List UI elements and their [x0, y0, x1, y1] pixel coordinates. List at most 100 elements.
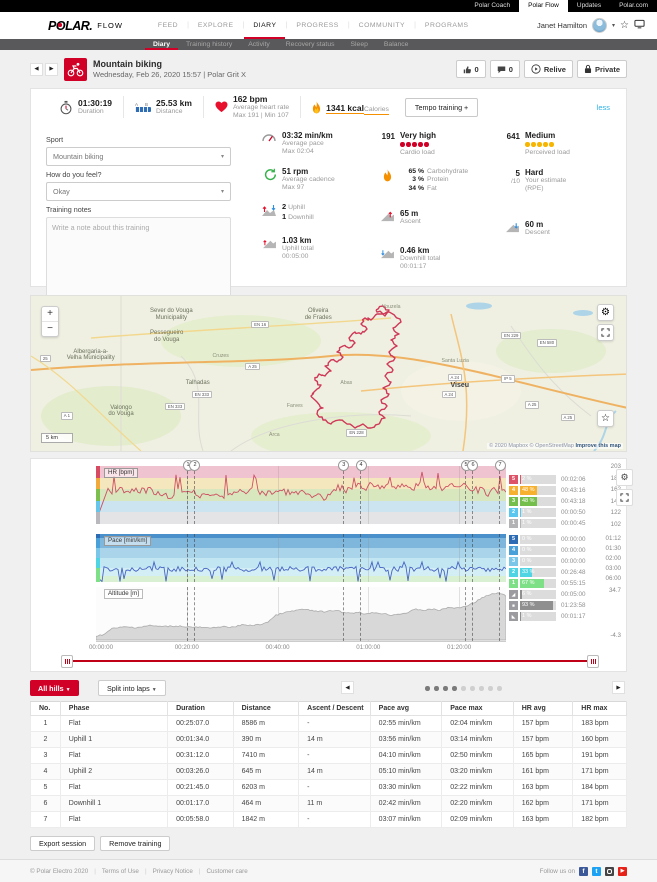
footer-links: |Terms of Use|Privacy Notice|Customer ca… — [88, 868, 248, 875]
cell-pace-max: 02:20 min/km — [442, 796, 514, 812]
sport-select[interactable]: Mountain biking▾ — [46, 147, 231, 166]
subnav-item-sleep[interactable]: Sleep — [343, 39, 376, 50]
subnav-item-activity[interactable]: Activity — [240, 39, 278, 50]
youtube-icon[interactable]: ▶ — [618, 867, 627, 876]
like-button[interactable]: 0 — [456, 60, 486, 78]
map-settings-button[interactable]: ⚙ — [597, 304, 614, 321]
road-badge-a-25: A 25 — [561, 414, 576, 422]
flame-icon — [312, 101, 321, 114]
nav-item-explore[interactable]: EXPLORE — [189, 12, 243, 39]
slider-handle-left[interactable] — [61, 655, 73, 668]
nav-item-feed[interactable]: FEED — [149, 12, 187, 39]
avatar[interactable] — [592, 18, 607, 33]
training-notes-input[interactable] — [46, 217, 231, 305]
pager-dot-2[interactable] — [434, 686, 439, 691]
cell-duration: 00:03:26.0 — [168, 764, 234, 780]
remove-training-button[interactable]: Remove training — [100, 836, 170, 851]
zone-chip: 5 — [509, 475, 518, 484]
pager-dot-8[interactable] — [488, 686, 493, 691]
user-name[interactable]: Janet Hamilton — [537, 21, 587, 30]
map-favorite-button[interactable]: ☆ — [597, 410, 614, 427]
zone-chip: 2 — [509, 568, 518, 577]
subnav-item-recovery-status[interactable]: Recovery status — [278, 39, 343, 50]
zone-strip — [96, 501, 100, 512]
altitude-chart[interactable]: Altitude [m] — [96, 587, 506, 642]
cell-duration: 00:01:17.0 — [168, 796, 234, 812]
instagram-icon[interactable] — [605, 867, 614, 876]
pager-dot-5[interactable] — [461, 686, 466, 691]
twitter-icon[interactable]: t — [592, 867, 601, 876]
slider-track[interactable] — [65, 660, 595, 662]
subnav-item-training-history[interactable]: Training history — [178, 39, 240, 50]
zone-strip — [96, 576, 100, 582]
topbar-link-polar-com[interactable]: Polar.com — [610, 0, 657, 12]
laps-next-button[interactable]: ▶ — [612, 681, 625, 694]
time-range-slider[interactable] — [61, 655, 599, 666]
less-link[interactable]: less — [597, 103, 616, 112]
pager-dot-1[interactable] — [425, 686, 430, 691]
pager-dot-3[interactable] — [443, 686, 448, 691]
zoom-in-button[interactable]: + — [42, 307, 58, 322]
topbar-link-polar-coach[interactable]: Polar Coach — [465, 0, 519, 12]
nav-item-diary[interactable]: DIARY — [244, 12, 285, 39]
pace-chart[interactable]: Pace [min/km] — [96, 534, 506, 582]
thumb-up-icon — [463, 65, 472, 74]
cell-no: 6 — [31, 796, 61, 812]
pager-dot-4[interactable] — [452, 686, 457, 691]
next-session-button[interactable]: ▶ — [45, 63, 58, 76]
facebook-icon[interactable]: f — [579, 867, 588, 876]
subnav-item-balance[interactable]: Balance — [376, 39, 417, 50]
improve-map-link[interactable]: Improve this map — [575, 443, 621, 449]
calories-stat[interactable]: 1341 kcalCalories — [312, 98, 389, 116]
slider-handle-right[interactable] — [587, 655, 599, 668]
lap-divider-line — [187, 587, 188, 641]
favorites-star-icon[interactable]: ☆ — [620, 21, 629, 31]
pager-dot-6[interactable] — [470, 686, 475, 691]
zone-time: 00:00:00 — [561, 557, 586, 566]
chevron-down-icon[interactable]: ▾ — [612, 22, 615, 29]
export-session-button[interactable]: Export session — [30, 836, 95, 851]
pager-dot-7[interactable] — [479, 686, 484, 691]
hr-chart[interactable]: HR [bpm] — [96, 466, 506, 524]
zoom-out-button[interactable]: − — [42, 322, 58, 336]
prev-session-button[interactable]: ◀ — [30, 63, 43, 76]
split-laps-button[interactable]: Split into laps ▼ — [98, 680, 166, 696]
laps-prev-button[interactable]: ◀ — [341, 681, 354, 694]
feel-select[interactable]: Okay▾ — [46, 182, 231, 201]
hills-filter-button[interactable]: All hills ▼ — [30, 680, 79, 696]
zone-bar: 33 % — [520, 568, 556, 577]
footer-link-privacy-notice[interactable]: Privacy Notice — [153, 868, 193, 875]
map-fullscreen-button[interactable] — [597, 324, 614, 341]
nav-item-programs[interactable]: PROGRAMS — [416, 12, 478, 39]
nav-item-community[interactable]: COMMUNITY — [350, 12, 414, 39]
relive-button[interactable]: Relive — [524, 60, 573, 78]
training-target-button[interactable]: Tempo training + — [405, 98, 478, 117]
uphill-icon — [261, 236, 277, 261]
private-button[interactable]: Private — [577, 60, 627, 78]
nav-item-progress[interactable]: PROGRESS — [287, 12, 348, 39]
zone-time: 00:43:16 — [561, 486, 586, 495]
topbar-link-updates[interactable]: Updates — [568, 0, 610, 12]
topbar-link-polar-flow[interactable]: Polar Flow — [519, 0, 568, 12]
pager-dot-9[interactable] — [497, 686, 502, 691]
subnav-item-diary[interactable]: Diary — [145, 39, 178, 50]
session-title-row: ◀ ▶ Mountain biking Wednesday, Feb 26, 2… — [30, 54, 627, 84]
zone-time: 00:01:17 — [561, 612, 586, 621]
footer-link-customer-care[interactable]: Customer care — [206, 868, 247, 875]
chart-settings-button[interactable]: ⚙ — [616, 469, 633, 486]
cell-no: 4 — [31, 764, 61, 780]
devices-icon[interactable] — [634, 19, 645, 32]
chart-fullscreen-button[interactable] — [616, 489, 633, 506]
zone-time: 00:26:48 — [561, 568, 586, 577]
zone-time: 00:00:50 — [561, 508, 586, 517]
x-tick: 01:00:00 — [346, 644, 390, 651]
comments-button[interactable]: 0 — [490, 60, 520, 78]
polar-logo[interactable]: POLAR. — [48, 19, 92, 33]
footer-link-terms-of-use[interactable]: Terms of Use — [102, 868, 139, 875]
